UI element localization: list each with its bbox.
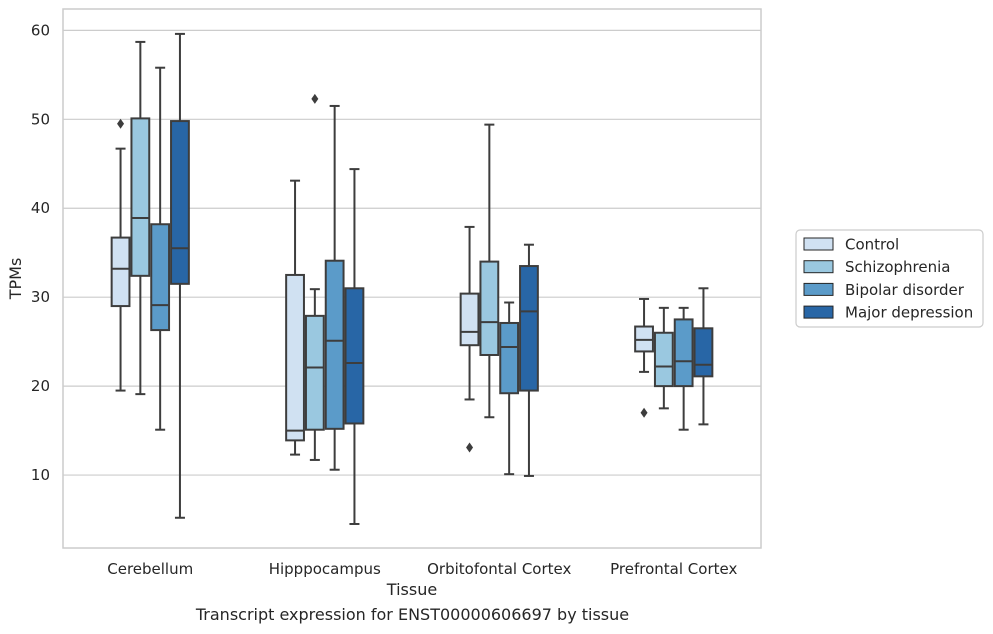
- y-tick-label: 20: [31, 377, 50, 395]
- box-major-depression: [344, 168, 365, 525]
- y-tick-label: 60: [31, 21, 50, 39]
- box-control: [459, 225, 480, 453]
- outlier-point: [117, 118, 125, 129]
- box-schizophrenia: [653, 306, 674, 410]
- legend-label: Schizophrenia: [845, 258, 950, 276]
- y-tick-label: 30: [31, 288, 50, 306]
- outlier-point: [466, 442, 474, 453]
- box-schizophrenia: [130, 40, 151, 396]
- box-iqr: [110, 236, 131, 308]
- box-iqr: [170, 120, 190, 285]
- legend-swatch: [803, 260, 834, 274]
- box-iqr: [479, 260, 500, 356]
- box-iqr: [344, 287, 365, 425]
- y-axis-label: TPMs: [6, 258, 25, 301]
- box-iqr: [519, 265, 539, 392]
- x-tick-label: Cerebellum: [107, 560, 193, 578]
- box-major-depression: [693, 287, 714, 426]
- outlier-point: [640, 407, 648, 418]
- legend-swatch: [803, 305, 834, 319]
- box-iqr: [304, 314, 325, 431]
- box-iqr: [673, 318, 694, 388]
- y-tick-label: 10: [31, 466, 50, 484]
- box-iqr: [324, 259, 345, 430]
- legend-label: Control: [845, 236, 899, 254]
- legend-label: Bipolar disorder: [845, 281, 965, 299]
- y-tick-label: 40: [31, 199, 50, 217]
- x-axis-label: Tissue: [386, 580, 437, 599]
- legend-frame: [795, 229, 984, 328]
- outlier-point: [311, 93, 319, 104]
- box-bipolar-disorder: [673, 306, 694, 431]
- box-bipolar-disorder: [499, 301, 520, 476]
- box-control: [110, 118, 131, 392]
- box-iqr: [499, 321, 520, 395]
- box-major-depression: [170, 32, 190, 519]
- box-bipolar-disorder: [150, 66, 171, 431]
- x-tick-label: Hipppocampus: [269, 560, 381, 578]
- box-iqr: [130, 117, 151, 277]
- box-iqr: [150, 223, 171, 332]
- box-iqr: [693, 327, 714, 378]
- box-control: [634, 297, 654, 418]
- box-schizophrenia: [304, 93, 325, 461]
- box-control: [285, 179, 305, 456]
- x-tick-label: Prefrontal Cortex: [610, 560, 737, 578]
- chart-caption: Transcript expression for ENST0000060669…: [195, 605, 630, 624]
- plot-frame: [62, 8, 762, 549]
- box-iqr: [285, 273, 305, 442]
- legend-label: Major depression: [845, 304, 973, 322]
- x-tick-label: Orbitofontal Cortex: [427, 560, 571, 578]
- box-bipolar-disorder: [324, 104, 345, 471]
- box-schizophrenia: [479, 123, 500, 419]
- legend: Control Schizophrenia Bipolar disorder Majo…: [795, 229, 984, 328]
- legend-swatch: [803, 237, 834, 251]
- box-iqr: [459, 292, 480, 347]
- y-tick-label: 50: [31, 110, 50, 128]
- legend-swatch: [803, 282, 834, 296]
- box-major-depression: [519, 243, 539, 477]
- box-iqr: [653, 331, 674, 388]
